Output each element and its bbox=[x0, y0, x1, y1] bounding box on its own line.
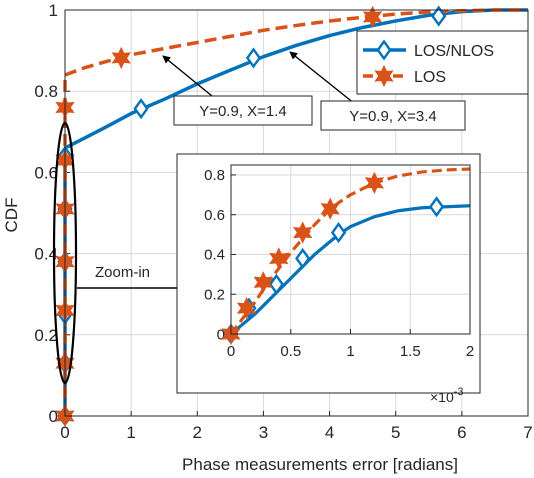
zoom-region-ellipse bbox=[52, 121, 78, 385]
marker-los-nlos bbox=[133, 98, 149, 120]
annotation-text-1: Y=0.9, X=1.4 bbox=[199, 103, 287, 120]
inset-series-lines bbox=[229, 167, 471, 336]
x-tick-label: 7 bbox=[523, 423, 532, 442]
x-axis-label: Phase measurements error [radians] bbox=[182, 455, 458, 474]
series-line-los bbox=[229, 167, 471, 335]
annotation-arrow-1 bbox=[162, 55, 213, 97]
y-tick-label: 0 bbox=[217, 326, 225, 343]
x-tick-label: 0 bbox=[227, 343, 235, 360]
inset-gridlines bbox=[230, 165, 471, 335]
inset-x-scale-base: ×10 bbox=[430, 389, 454, 405]
x-tick-label: 2 bbox=[466, 343, 474, 360]
x-tick-label: 1 bbox=[346, 343, 354, 360]
annotation-text-2: Y=0.9, X=3.4 bbox=[349, 108, 437, 125]
main-tick-labels: 0 1 2 3 4 5 6 7 0 0.2 0.4 0.6 0.8 1 bbox=[34, 1, 532, 442]
y-tick-label: 0.2 bbox=[34, 326, 58, 345]
x-tick-label: 1 bbox=[126, 423, 135, 442]
main-axes-frame bbox=[64, 9, 529, 417]
x-tick-label: 4 bbox=[325, 423, 334, 442]
marker-los bbox=[253, 271, 273, 294]
inset-background bbox=[176, 153, 481, 394]
zoom-in-label: Zoom-in bbox=[95, 264, 150, 281]
marker-los bbox=[269, 247, 289, 270]
legend-marker-star-icon bbox=[374, 64, 394, 88]
x-tick-label: 3 bbox=[259, 423, 268, 442]
inset-x-exponent: ×10-3 bbox=[430, 386, 464, 405]
marker-los bbox=[236, 296, 257, 320]
inset-x-scale-exponent: -3 bbox=[454, 386, 464, 398]
x-tick-label: 1.5 bbox=[400, 343, 421, 360]
y-tick-label: 1 bbox=[49, 1, 58, 20]
y-tick-label: 0.6 bbox=[34, 163, 58, 182]
marker-los-nlos bbox=[428, 196, 445, 218]
annotation-arrow-2 bbox=[289, 51, 356, 105]
y-tick-label: 0.8 bbox=[34, 82, 58, 101]
y-tick-label: 0.4 bbox=[34, 245, 58, 264]
legend-marker-los-nlos bbox=[376, 39, 392, 61]
marker-los-nlos bbox=[431, 5, 447, 27]
marker-los-nlos bbox=[268, 273, 285, 295]
y-tick-label: 0.2 bbox=[204, 286, 225, 303]
marker-los-nlos bbox=[330, 222, 347, 244]
inset-series-markers bbox=[221, 171, 445, 346]
inset-axes-frame bbox=[230, 164, 471, 335]
x-tick-label: 0 bbox=[60, 423, 69, 442]
series-line-los-nlos bbox=[64, 8, 528, 150]
x-tick-label: 5 bbox=[391, 423, 400, 442]
legend-marker-diamond-icon bbox=[376, 39, 392, 61]
y-tick-label: 0.8 bbox=[204, 167, 225, 184]
annotation-box-2 bbox=[320, 100, 466, 131]
y-tick-label: 0.4 bbox=[204, 247, 225, 264]
x-tick-label: 6 bbox=[457, 423, 466, 442]
x-tick-label: 0.5 bbox=[280, 343, 301, 360]
annotation-box-1 bbox=[173, 95, 313, 126]
x-tick-label: 2 bbox=[193, 423, 202, 442]
marker-los bbox=[111, 46, 131, 70]
y-tick-label: 0 bbox=[49, 407, 58, 426]
legend-label-los: LOS bbox=[414, 69, 446, 86]
marker-los bbox=[362, 5, 383, 29]
inset-tick-labels: 0 0.5 1 1.5 2 0 0.2 0.4 0.6 0.8 bbox=[204, 167, 474, 360]
marker-los bbox=[320, 197, 340, 220]
legend-label-los-nlos: LOS/NLOS bbox=[414, 43, 494, 60]
series-line-los-nlos bbox=[229, 204, 471, 336]
marker-los bbox=[364, 171, 385, 195]
legend-marker-los bbox=[374, 64, 394, 88]
marker-los-nlos bbox=[245, 47, 262, 69]
y-tick-label: 0.6 bbox=[204, 207, 225, 224]
legend: LOS/NLOS LOS bbox=[356, 30, 529, 95]
y-axis-label: CDF bbox=[2, 198, 21, 233]
marker-los-nlos bbox=[295, 247, 311, 270]
marker-los bbox=[293, 221, 313, 244]
